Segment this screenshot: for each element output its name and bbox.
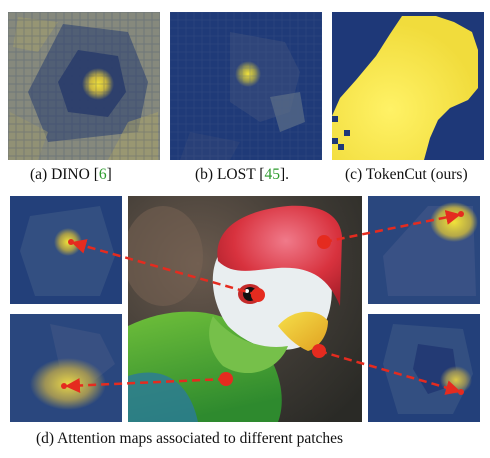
eye-attention-map	[10, 196, 122, 304]
caption-a: (a) DINO [6]	[30, 166, 112, 183]
patch-point-eye	[251, 288, 265, 302]
caption-d: (d) Attention maps associated to differe…	[36, 430, 344, 447]
patch-point-beak	[312, 344, 326, 358]
map-point-eye	[68, 239, 74, 245]
arrow-eye	[71, 239, 259, 297]
reference-link-45[interactable]: 45	[264, 166, 280, 183]
caption-c: (c) TokenCut (ours)	[345, 166, 468, 183]
patch-point-crest	[317, 235, 331, 249]
patch-point-neck	[219, 372, 233, 386]
caption-b: (b) LOST [45].	[195, 166, 290, 183]
arrow-beak	[318, 349, 461, 395]
dino-attention-map	[8, 12, 160, 160]
map-point-neck	[61, 383, 67, 389]
bird-photo	[128, 196, 362, 422]
arrow-crest	[323, 210, 461, 244]
map-point-crest	[458, 211, 464, 217]
arrow-neck	[65, 377, 227, 393]
lost-attention-map	[170, 12, 322, 160]
reference-link-6[interactable]: 6	[98, 166, 107, 183]
map-point-beak	[458, 389, 464, 395]
tokencut-segmentation-mask	[332, 12, 484, 160]
